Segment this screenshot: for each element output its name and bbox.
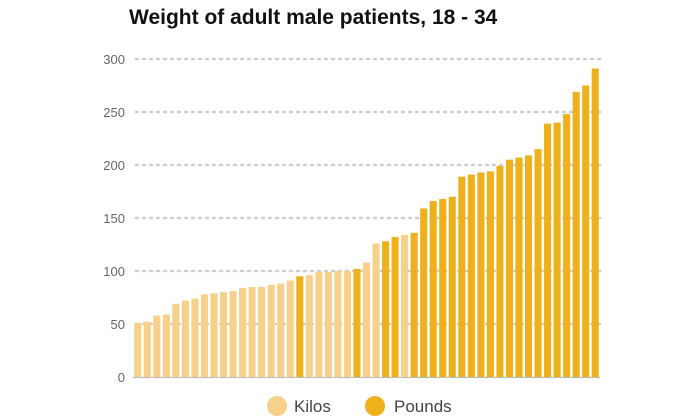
- bar-pounds: [296, 276, 304, 377]
- bar-kilos: [258, 286, 266, 377]
- bar-kilos: [372, 243, 380, 377]
- legend-label-pounds: Pounds: [394, 397, 452, 416]
- bar-kilos: [315, 272, 323, 377]
- bar-kilos: [343, 271, 351, 377]
- chart-title: Weight of adult male patients, 18 - 34: [129, 6, 498, 29]
- legend-label-kilos: Kilos: [294, 397, 331, 416]
- bar-pounds: [591, 68, 599, 377]
- bar-pounds: [382, 241, 390, 377]
- bar-pounds: [496, 166, 504, 377]
- bar-pounds: [420, 208, 428, 377]
- bar-kilos: [248, 286, 256, 377]
- bar-kilos: [401, 234, 409, 377]
- bar-pounds: [534, 149, 542, 377]
- y-tick-label: 150: [103, 211, 125, 226]
- y-tick-label: 200: [103, 158, 125, 173]
- bar-pounds: [544, 123, 552, 377]
- y-axis-ticks: 0 50 100 150 200 250 300: [103, 52, 125, 385]
- bar-pounds: [410, 232, 418, 377]
- bar-pounds: [467, 174, 475, 377]
- y-tick-label: 100: [103, 264, 125, 279]
- bar-kilos: [239, 287, 247, 377]
- bar-pounds: [458, 176, 466, 377]
- bar-pounds: [429, 201, 437, 377]
- bar-pounds: [391, 237, 399, 377]
- bar-kilos: [153, 315, 161, 377]
- legend-swatch-pounds: [365, 396, 385, 416]
- y-tick-label: 0: [118, 370, 125, 385]
- bar-kilos: [334, 271, 342, 377]
- y-tick-label: 50: [111, 317, 125, 332]
- bar-kilos: [324, 272, 332, 377]
- bar-kilos: [220, 292, 228, 377]
- bar-pounds: [515, 157, 523, 377]
- bars: [134, 68, 599, 378]
- legend-swatch-kilos: [267, 396, 287, 416]
- bar-kilos: [200, 294, 209, 377]
- bar-pounds: [505, 159, 513, 377]
- bar-kilos: [181, 300, 189, 377]
- y-tick-label: 300: [103, 52, 125, 67]
- bar-kilos: [267, 284, 275, 377]
- bar-pounds: [524, 155, 533, 377]
- bar-kilos: [172, 303, 180, 377]
- bar-pounds: [439, 198, 447, 377]
- bar-pounds: [353, 268, 361, 377]
- bar-kilos: [286, 280, 294, 377]
- bar-kilos: [210, 293, 218, 377]
- bar-kilos: [162, 314, 170, 377]
- bar-kilos: [305, 275, 313, 377]
- bar-kilos: [229, 291, 237, 377]
- bar-pounds: [477, 172, 485, 377]
- y-tick-label: 250: [103, 105, 125, 120]
- bar-kilos: [143, 321, 151, 377]
- bar-pounds: [582, 85, 590, 377]
- bar-kilos: [277, 283, 285, 377]
- bar-kilos: [191, 298, 199, 377]
- bar-pounds: [553, 122, 561, 377]
- bar-pounds: [563, 114, 571, 378]
- gridlines: [134, 57, 602, 326]
- legend: Kilos Pounds: [267, 396, 452, 416]
- bar-pounds: [486, 171, 494, 377]
- bar-kilos: [134, 322, 142, 377]
- bar-kilos: [362, 262, 371, 377]
- bar-pounds: [572, 91, 580, 378]
- bar-pounds: [448, 196, 456, 377]
